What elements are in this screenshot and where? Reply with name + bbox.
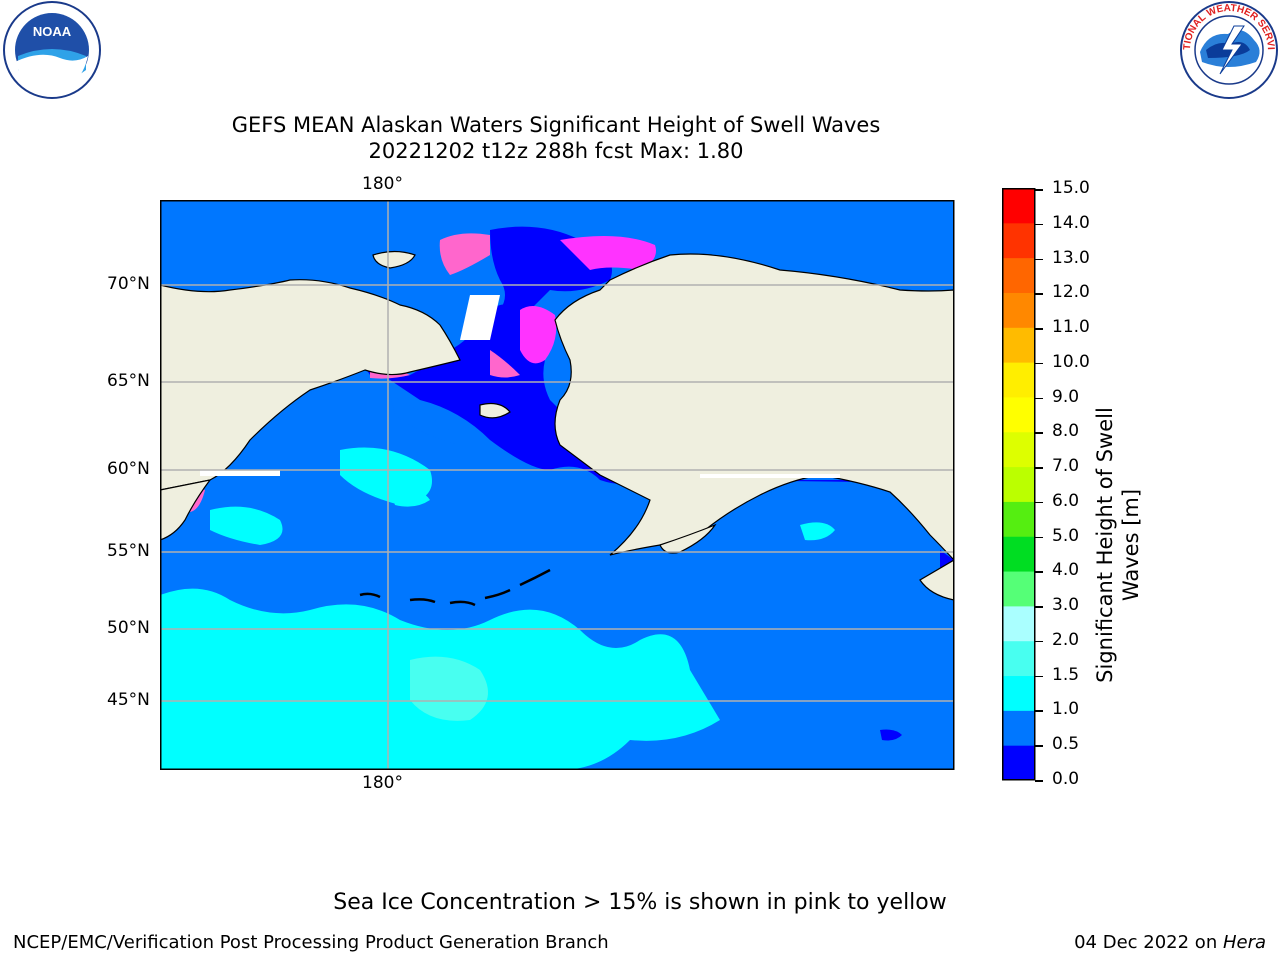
colorbar-tick-mark — [1035, 501, 1043, 504]
colorbar-bin-11.0-12.0 — [1002, 292, 1035, 328]
colorbar-tick-mark — [1035, 745, 1043, 747]
colorbar-tick-label: 5.0 — [1052, 525, 1080, 546]
colorbar-tick-mark — [1035, 536, 1043, 539]
sea-ice-note: Sea Ice Concentration > 15% is shown in … — [333, 890, 947, 915]
colorbar-tick-mark — [1035, 710, 1043, 712]
colorbar-tick-label: 15.0 — [1052, 178, 1090, 198]
footer-date: 04 Dec 2022 on Hera — [1074, 932, 1266, 953]
land-st-lawrence — [479, 402, 511, 419]
land-chukotka — [160, 279, 461, 491]
colorbar-tick-mark — [1035, 189, 1043, 191]
colorbar-tick-mark — [1035, 432, 1043, 434]
colorbar-tick-label: 13.0 — [1052, 247, 1090, 268]
land-alaska — [554, 253, 954, 561]
chart-title: GEFS MEAN Alaskan Waters Significant Hei… — [231, 113, 881, 137]
footer-branch: NCEP/EMC/Verification Post Processing Pr… — [13, 932, 609, 953]
colorbar-tick-label: 6.0 — [1052, 490, 1080, 511]
lat-label-70: 70°N — [107, 274, 150, 294]
colorbar-tick-label: 1.5 — [1052, 664, 1080, 685]
aleutian-islands — [359, 568, 551, 607]
colorbar-bin-9.0-10.0 — [1002, 362, 1035, 398]
colorbar-bin-2.0-3.0 — [1002, 605, 1035, 642]
noaa-logo-text: NOAA — [33, 24, 72, 39]
colorbar-tick-mark — [1035, 606, 1043, 608]
lon-label-bottom: 180° — [362, 773, 403, 793]
colorbar-bin-3.0-4.0 — [1002, 571, 1035, 607]
lat-label-60: 60°N — [107, 459, 150, 479]
colorbar-tick-mark — [1035, 258, 1043, 261]
colorbar-tick-mark — [1035, 397, 1043, 400]
colorbar-bin-0.0-0.5 — [1002, 745, 1035, 781]
colorbar-tick-mark — [1035, 640, 1043, 643]
colorbar-bin-4.0-5.0 — [1002, 536, 1035, 572]
swell-height-map — [160, 200, 955, 770]
colorbar-bin-7.0-8.0 — [1002, 431, 1035, 468]
colorbar-bin-13.0-14.0 — [1002, 222, 1035, 259]
colorbar-bin-6.0-7.0 — [1002, 466, 1035, 502]
colorbar-tick-label: 10.0 — [1052, 351, 1090, 372]
colorbar-tick-label: 12.0 — [1052, 282, 1090, 303]
colorbar-tick-label: 4.0 — [1052, 560, 1080, 581]
colorbar-bin-1.0-1.5 — [1002, 675, 1035, 711]
sea-ice-area — [439, 233, 490, 275]
colorbar-bin-8.0-9.0 — [1002, 396, 1035, 433]
colorbar-tick-label: 0.5 — [1052, 734, 1080, 755]
colorbar-bin-14.0-15.0 — [1002, 188, 1035, 224]
colorbar-tick-label: 1.0 — [1052, 699, 1080, 720]
lon-label-top: 180° — [362, 174, 403, 194]
nws-logo-icon: NATIONAL WEATHER SERVICE — [1178, 0, 1278, 99]
colorbar-tick-mark — [1035, 293, 1043, 295]
map-frame — [160, 200, 955, 770]
colorbar — [1002, 188, 1036, 781]
colorbar-tick-label: 9.0 — [1052, 386, 1080, 407]
colorbar-bin-5.0-6.0 — [1002, 501, 1035, 537]
land-wrangel-island — [372, 250, 416, 269]
chart-subtitle: 20221202 t12z 288h fcst Max: 1.80 — [368, 139, 744, 163]
colorbar-tick-label: 14.0 — [1052, 212, 1090, 233]
colorbar-tick-label: 3.0 — [1052, 595, 1080, 616]
colorbar-tick-mark — [1035, 467, 1043, 469]
colorbar-tick-label: 7.0 — [1052, 456, 1080, 477]
footer-machine: Hera — [1222, 932, 1266, 953]
colorbar-tick-label: 0.0 — [1052, 769, 1080, 789]
colorbar-bin-1.5-2.0 — [1002, 640, 1035, 677]
noaa-logo-icon: NOAA — [3, 1, 101, 99]
swell-1-5-2 — [410, 656, 488, 721]
colorbar-tick-label: 2.0 — [1052, 629, 1080, 650]
footer-date-text: 04 Dec 2022 on — [1074, 932, 1223, 953]
colorbar-label-line2: Waves [m] — [1119, 488, 1143, 602]
colorbar-tick-mark — [1035, 780, 1043, 782]
colorbar-tick-mark — [1035, 675, 1043, 678]
colorbar-tick-label: 8.0 — [1052, 421, 1080, 442]
lat-label-55: 55°N — [107, 541, 150, 561]
colorbar-tick-mark — [1035, 223, 1043, 226]
lat-label-65: 65°N — [107, 371, 150, 391]
colorbar-tick-mark — [1035, 571, 1043, 573]
map-gridlines — [160, 200, 954, 770]
colorbar-label-line1: Significant Height of Swell — [1093, 407, 1117, 683]
lat-label-45: 45°N — [107, 690, 150, 710]
colorbar-bin-10.0-11.0 — [1002, 327, 1035, 363]
colorbar-tick-label: 11.0 — [1052, 317, 1090, 338]
colorbar-bin-0.5-1.0 — [1002, 710, 1035, 746]
colorbar-tick-mark — [1035, 328, 1043, 330]
colorbar-tick-mark — [1035, 362, 1043, 365]
colorbar-bin-12.0-13.0 — [1002, 257, 1035, 293]
lat-label-50: 50°N — [107, 618, 150, 638]
